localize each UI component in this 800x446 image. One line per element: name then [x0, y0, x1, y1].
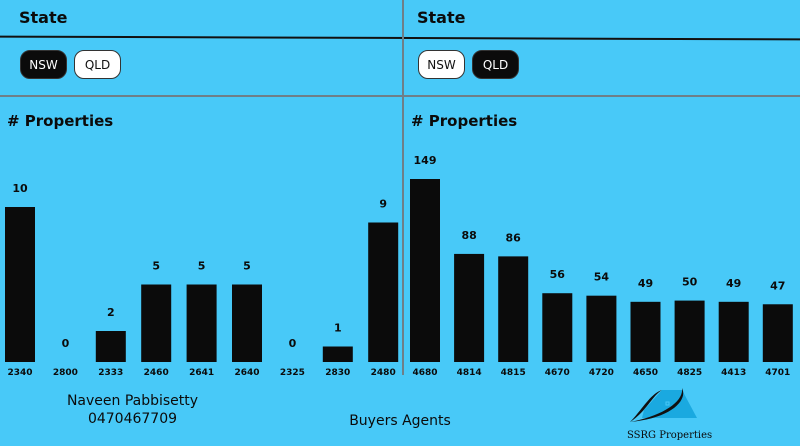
x-tick-label: 4815 — [501, 368, 526, 378]
divider — [0, 95, 800, 97]
bar — [322, 346, 353, 362]
bar — [630, 301, 661, 362]
x-tick-label: 4825 — [677, 368, 702, 378]
bar — [368, 222, 399, 362]
right-qld-button[interactable]: QLD — [472, 50, 519, 79]
x-tick-label: 4670 — [545, 368, 570, 378]
right-chart-title: # Properties — [411, 112, 518, 130]
data-label: 0 — [289, 337, 297, 350]
x-tick-label: 2340 — [7, 368, 32, 378]
x-tick-label: 4650 — [633, 368, 658, 378]
agent-phone: 0470467709 — [87, 411, 178, 427]
data-label: 2 — [107, 306, 115, 319]
data-label: 49 — [638, 277, 653, 290]
data-label: 0 — [62, 337, 70, 350]
right-nsw-button[interactable]: NSW — [418, 50, 465, 79]
data-label: 47 — [770, 279, 785, 292]
house-logo-icon: SSRG Properties — [627, 388, 712, 441]
bar — [5, 207, 35, 362]
x-tick-label: 2480 — [371, 368, 396, 378]
agent-contact: Naveen Pabbisetty 0470467709 — [40, 392, 225, 428]
bar — [410, 179, 440, 362]
data-label: 49 — [726, 277, 741, 290]
x-tick-label: 2325 — [280, 368, 305, 378]
x-tick-label: 2460 — [144, 368, 169, 378]
bar — [586, 295, 617, 362]
bar — [718, 301, 749, 362]
x-tick-label: 2640 — [234, 368, 259, 378]
svg-text:SSRG Properties: SSRG Properties — [627, 430, 712, 441]
bar — [542, 293, 573, 362]
data-label: 9 — [379, 198, 387, 211]
left-chart-title: # Properties — [7, 112, 114, 130]
data-label: 50 — [682, 276, 698, 289]
data-label: 1 — [334, 322, 342, 335]
x-tick-label: 4701 — [765, 368, 790, 378]
x-tick-label: 4413 — [721, 368, 746, 378]
x-tick-label: 4814 — [457, 368, 482, 378]
left-state-title: State — [19, 8, 68, 27]
data-label: 5 — [243, 260, 251, 273]
x-tick-label: 2641 — [189, 368, 214, 378]
x-tick-label: 2800 — [53, 368, 78, 378]
bar — [498, 256, 529, 362]
data-label: 88 — [461, 229, 476, 242]
x-tick-label: 2333 — [98, 368, 123, 378]
right-state-title: State — [417, 8, 466, 27]
ssrg-logo: SSRG Properties — [622, 380, 712, 442]
left-qld-button[interactable]: QLD — [74, 50, 121, 79]
data-label: 5 — [198, 260, 206, 273]
x-tick-label: 4720 — [589, 368, 614, 378]
data-label: 86 — [506, 231, 522, 244]
data-label: 56 — [550, 268, 566, 281]
divider — [402, 0, 404, 375]
data-label: 5 — [152, 260, 160, 273]
data-label: 149 — [414, 154, 437, 167]
bar — [762, 304, 793, 362]
data-label: 10 — [12, 182, 28, 195]
agent-name: Naveen Pabbisetty — [66, 393, 199, 409]
bar — [232, 284, 262, 362]
x-tick-label: 2830 — [325, 368, 350, 378]
data-label: 54 — [594, 271, 610, 284]
left-nsw-button[interactable]: NSW — [20, 50, 67, 79]
x-tick-label: 4680 — [412, 368, 437, 378]
tagline: Buyers Agents — [349, 413, 451, 429]
bar — [186, 284, 217, 362]
bar — [95, 331, 126, 362]
bar — [141, 284, 172, 362]
bar — [674, 300, 705, 362]
bar — [454, 253, 485, 362]
